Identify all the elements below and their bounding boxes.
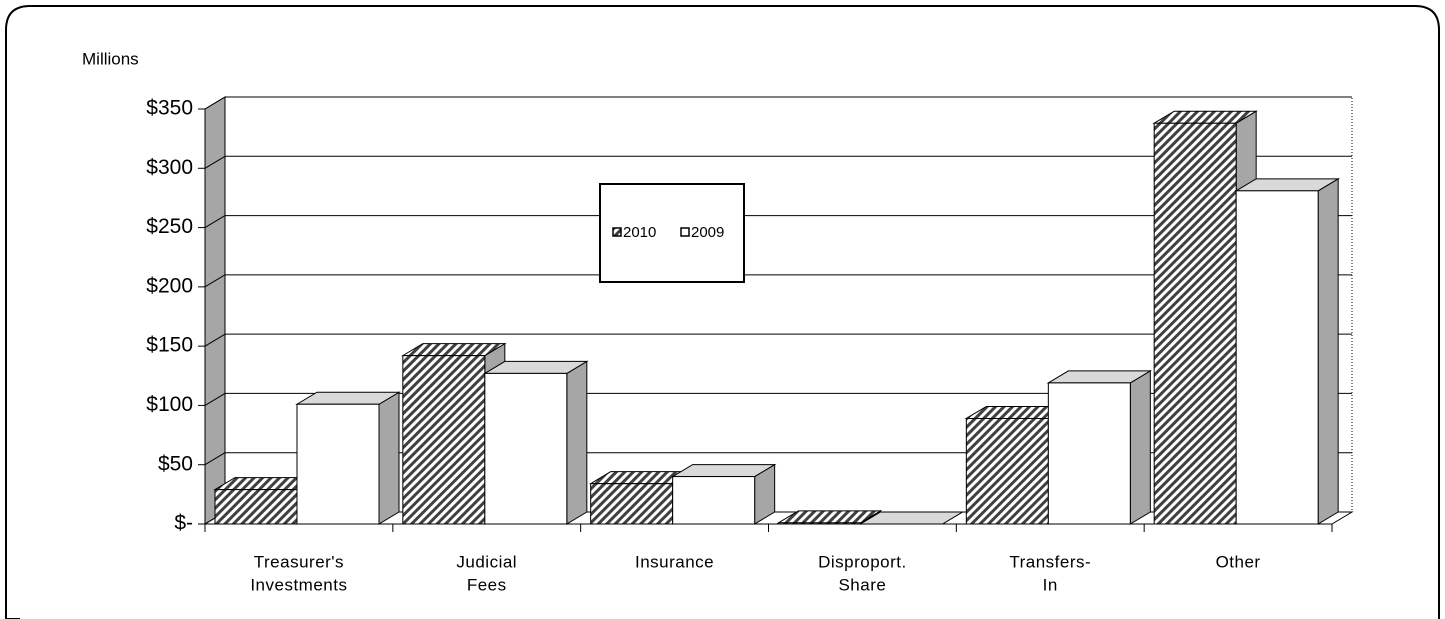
- bar: [295, 391, 401, 525]
- x-tick-label: In: [1043, 575, 1058, 594]
- bar: [670, 463, 777, 525]
- bar-side: [566, 360, 588, 525]
- legend-label: 2009: [691, 224, 724, 241]
- side-wall: [204, 96, 226, 525]
- x-tick-label: Insurance: [635, 552, 714, 571]
- x-tick-label: Other: [1216, 552, 1261, 571]
- y-tick-label: $150: [146, 334, 193, 357]
- bar-front: [214, 489, 298, 525]
- bar-front: [965, 417, 1049, 525]
- x-tick-label: Share: [838, 575, 886, 594]
- y-tick-label: $100: [146, 393, 193, 416]
- bar-side: [378, 391, 400, 525]
- bar-top: [858, 511, 965, 525]
- x-tick-label: Treasurer's: [254, 552, 344, 571]
- bar: [483, 360, 589, 525]
- legend: [599, 183, 745, 283]
- bar-front: [672, 476, 756, 525]
- bar-side: [1317, 177, 1339, 525]
- y-tick-label: $300: [146, 156, 193, 179]
- bar-front: [402, 355, 486, 525]
- grid-line: [204, 392, 226, 406]
- x-tick-label: Fees: [467, 575, 507, 594]
- grid-line: [204, 215, 226, 229]
- grid-line: [204, 333, 226, 347]
- grid-line: [204, 274, 226, 288]
- bar: [858, 511, 965, 525]
- x-tick-label: Transfers-: [1009, 552, 1091, 571]
- legend-label: 2010: [623, 224, 656, 241]
- y-tick-label: $-: [174, 512, 193, 535]
- y-tick-label: $250: [146, 215, 193, 238]
- y-tick-label: $350: [146, 97, 193, 120]
- x-tick-label: Investments: [250, 575, 347, 594]
- frame: [5, 5, 1440, 619]
- x-tick-label: Disproport.: [818, 552, 907, 571]
- grid-line: [204, 96, 226, 110]
- bar: [776, 509, 883, 525]
- bar: [1234, 177, 1340, 525]
- bar-front: [590, 483, 674, 525]
- bar-front: [778, 522, 861, 525]
- bar-front: [296, 403, 380, 525]
- y-tick-label: $200: [146, 274, 193, 297]
- legend-swatch: [612, 227, 622, 237]
- bar-front: [1235, 190, 1319, 525]
- bar-front: [1153, 122, 1237, 525]
- bar: [1046, 370, 1153, 525]
- grid-line: [204, 452, 226, 466]
- grid-line: [204, 155, 226, 169]
- bar-front: [484, 372, 568, 525]
- y-tick-label: $50: [158, 452, 193, 475]
- legend-swatch: [680, 227, 690, 237]
- bar-front: [1047, 382, 1131, 525]
- bar-side: [1129, 370, 1151, 525]
- y-axis-label: Millions: [82, 49, 139, 68]
- x-tick-label: Judicial: [456, 552, 517, 571]
